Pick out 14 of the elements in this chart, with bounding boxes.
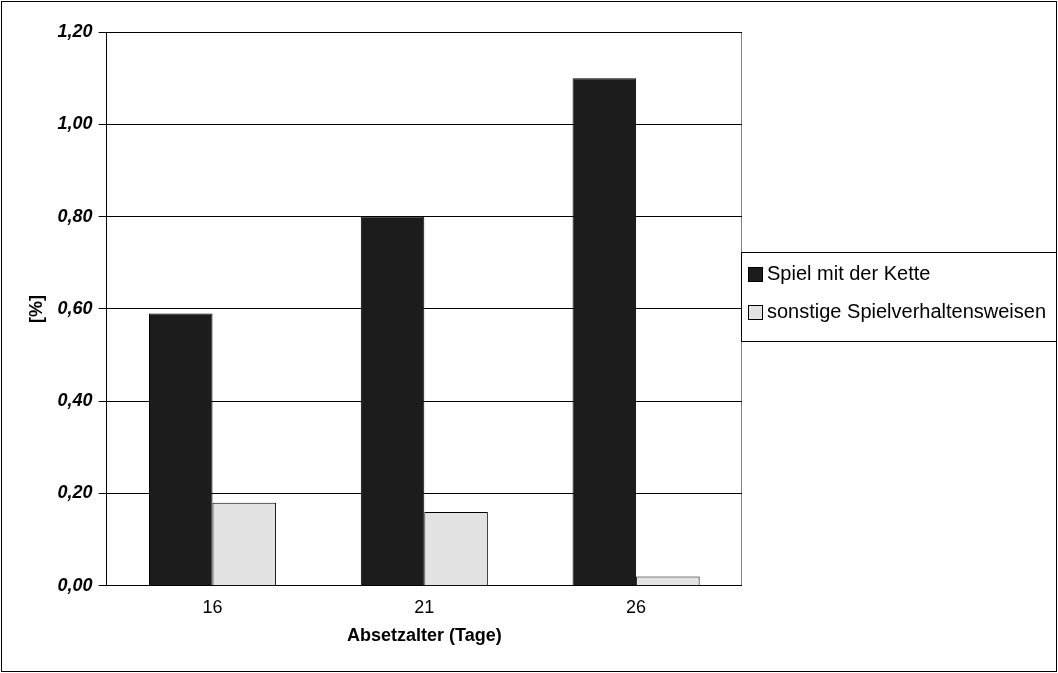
y-tick-label: 1,00 (57, 113, 93, 134)
y-tick-label: 1,20 (57, 20, 93, 41)
x-tick-label: 21 (414, 596, 435, 617)
legend-label: sonstige Spielverhaltensweisen (767, 299, 1047, 323)
x-tick-label: 16 (202, 596, 223, 617)
x-tick-label: 26 (626, 596, 647, 617)
y-tick-label: 0,60 (57, 297, 93, 318)
y-tick-label: 0,20 (57, 482, 93, 503)
x-axis-title: Absetzalter (Tage) (346, 625, 502, 646)
legend-label: Spiel mit der Kette (767, 261, 931, 285)
y-tick-label: 0,00 (57, 574, 93, 595)
y-tick-label: 0,40 (57, 390, 93, 411)
y-axis-title: [%] (25, 294, 46, 323)
y-tick-label: 0,80 (57, 205, 93, 226)
